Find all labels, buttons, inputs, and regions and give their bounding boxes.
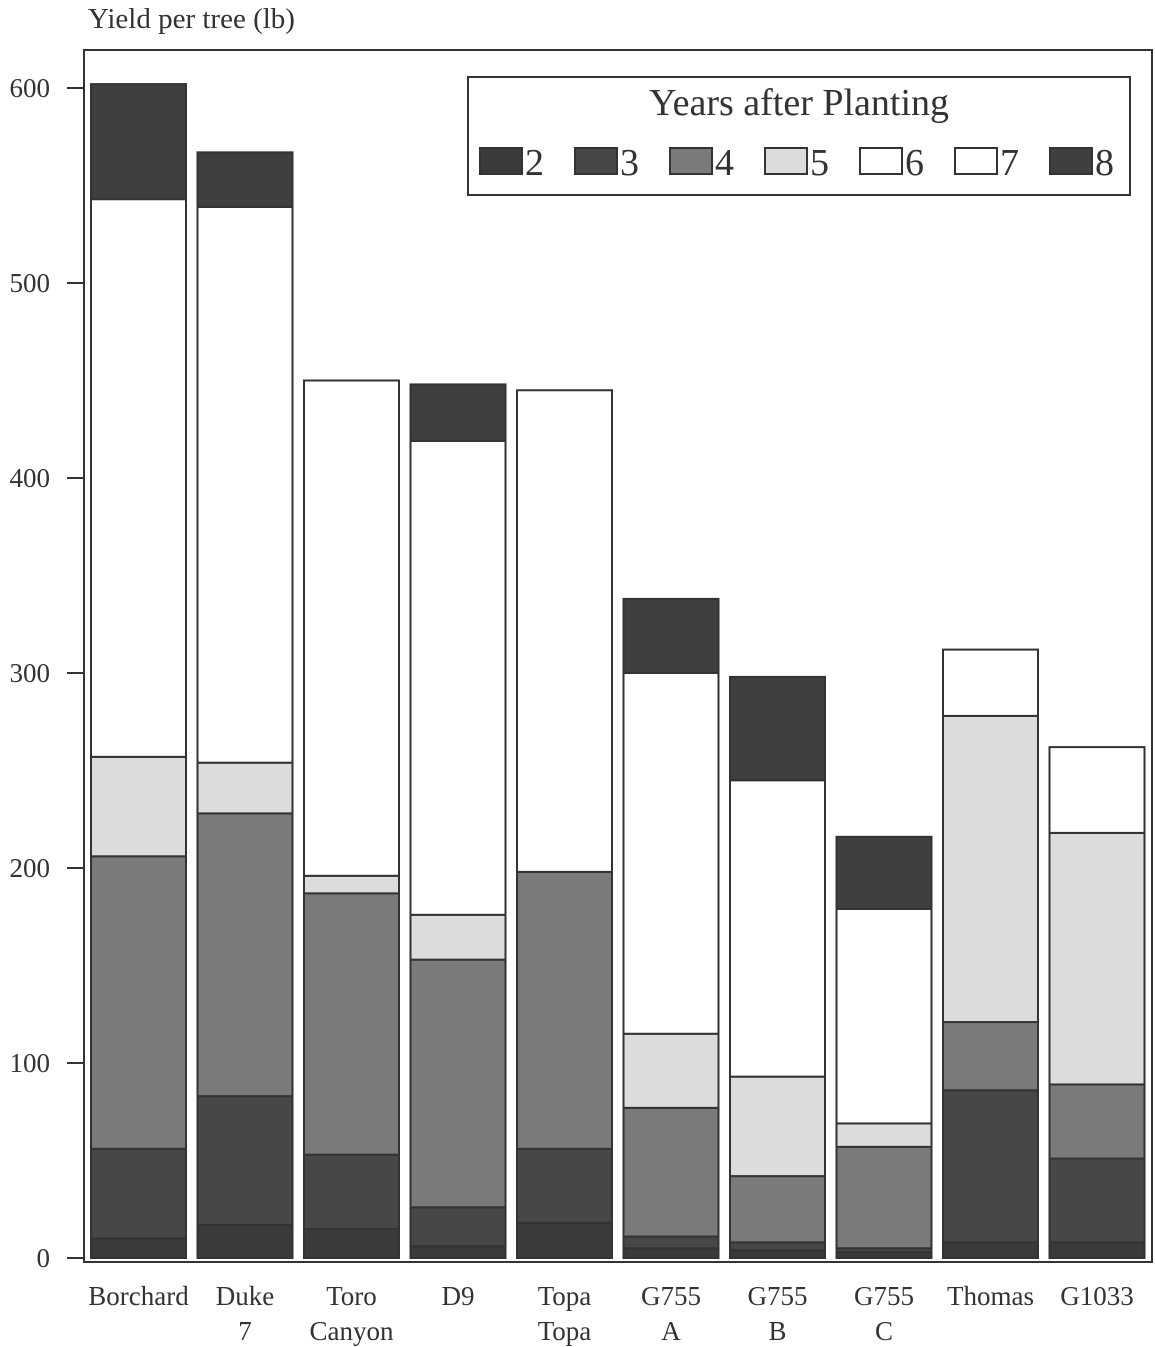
bar-segment-year-2 bbox=[196, 1223, 294, 1259]
bar-segment-year-8 bbox=[409, 383, 507, 442]
bar-segment-year-4 bbox=[409, 958, 507, 1209]
x-category-label: Borchard bbox=[88, 1281, 189, 1311]
bar-segment-year-4 bbox=[90, 855, 187, 1150]
x-category-label: G755 bbox=[641, 1281, 701, 1311]
legend-label-year-3: 3 bbox=[620, 142, 639, 184]
bar-segment-year-3 bbox=[516, 1147, 613, 1224]
y-tick-label: 200 bbox=[10, 853, 51, 883]
bar-segment-year-2 bbox=[622, 1247, 720, 1259]
bar-segment-year-3 bbox=[622, 1235, 720, 1250]
bar-segment-year-6 bbox=[622, 672, 720, 1035]
bar-segment-year-5 bbox=[196, 761, 294, 815]
bar-segment-year-3 bbox=[729, 1241, 826, 1252]
legend-swatch-year-2 bbox=[479, 147, 523, 175]
x-category-label: G755 bbox=[854, 1281, 914, 1311]
bar-segment-year-3 bbox=[942, 1089, 1039, 1244]
y-axis-label: Yield per tree (lb) bbox=[88, 3, 295, 35]
bar-segment-year-5 bbox=[622, 1032, 720, 1109]
legend-swatch-year-7 bbox=[954, 147, 998, 175]
x-category-label: Duke bbox=[216, 1281, 274, 1311]
bar-segment-year-8 bbox=[90, 83, 187, 201]
bar-segment-year-4 bbox=[622, 1106, 720, 1238]
legend-label-year-8: 8 bbox=[1095, 142, 1114, 184]
y-tick-label: 500 bbox=[10, 268, 51, 298]
bar-segment-year-2 bbox=[409, 1245, 507, 1260]
bar-segment-year-4 bbox=[1048, 1083, 1146, 1160]
bar-segment-year-5 bbox=[90, 755, 187, 858]
x-category-label: Thomas bbox=[947, 1281, 1034, 1311]
bar-segment-year-3 bbox=[196, 1095, 294, 1226]
bar-segment-year-4 bbox=[729, 1175, 826, 1244]
x-category-label: 7 bbox=[238, 1316, 252, 1346]
bar-segment-year-2 bbox=[1048, 1241, 1146, 1260]
bar-segment-year-2 bbox=[90, 1237, 187, 1259]
x-category-label: Topa bbox=[538, 1316, 592, 1346]
legend-label-year-2: 2 bbox=[525, 142, 544, 184]
x-category-label: B bbox=[768, 1316, 786, 1346]
bar-segment-year-8 bbox=[835, 835, 933, 910]
bar-segment-year-3 bbox=[303, 1153, 400, 1230]
x-category-label: D9 bbox=[442, 1281, 475, 1311]
bar-segment-year-6 bbox=[516, 389, 613, 873]
bar-segment-year-6 bbox=[409, 439, 507, 916]
legend-label-year-5: 5 bbox=[810, 142, 829, 184]
legend-title: Years after Planting bbox=[649, 82, 949, 124]
bar-segment-year-4 bbox=[196, 812, 294, 1098]
bar-segment-year-6 bbox=[835, 907, 933, 1125]
plot-frame bbox=[83, 49, 1153, 1263]
x-category-label: Toro bbox=[326, 1281, 377, 1311]
bar-segment-year-5 bbox=[729, 1075, 826, 1178]
bar-segment-year-8 bbox=[196, 151, 294, 208]
x-category-label: Canyon bbox=[310, 1316, 394, 1346]
bar-segment-year-4 bbox=[303, 892, 400, 1156]
legend-label-year-7: 7 bbox=[1000, 142, 1019, 184]
bar-segment-year-2 bbox=[303, 1227, 400, 1259]
bar-segment-year-3 bbox=[90, 1147, 187, 1240]
x-category-label: C bbox=[875, 1316, 893, 1346]
bar-segment-year-3 bbox=[409, 1206, 507, 1248]
legend-swatch-year-8 bbox=[1049, 147, 1093, 175]
legend-swatch-year-6 bbox=[859, 147, 903, 175]
legend: Years after Planting 2 3 4 5 6 7 8 bbox=[467, 76, 1131, 196]
legend-swatch-year-5 bbox=[764, 147, 808, 175]
bar-segment-year-5 bbox=[303, 874, 400, 895]
legend-swatch-year-3 bbox=[574, 147, 618, 175]
bar-segment-year-4 bbox=[516, 870, 613, 1150]
bar-segment-year-2 bbox=[942, 1241, 1039, 1260]
bar-segment-year-6 bbox=[729, 779, 826, 1078]
bar-segment-year-6 bbox=[1048, 746, 1146, 834]
y-tick-label: 600 bbox=[10, 73, 51, 103]
bar-segment-year-6 bbox=[303, 379, 400, 877]
bar-segment-year-3 bbox=[1048, 1157, 1146, 1244]
bar-segment-year-6 bbox=[942, 648, 1039, 717]
legend-swatch-year-4 bbox=[669, 147, 713, 175]
bar-segment-year-5 bbox=[835, 1122, 933, 1148]
y-tick-label: 0 bbox=[37, 1243, 51, 1273]
bar-segment-year-8 bbox=[729, 675, 826, 782]
bar-segment-year-5 bbox=[942, 714, 1039, 1024]
bar-segment-year-5 bbox=[1048, 831, 1146, 1086]
y-tick-label: 100 bbox=[10, 1048, 51, 1078]
x-category-label: G1033 bbox=[1060, 1281, 1134, 1311]
x-category-label: A bbox=[661, 1316, 681, 1346]
legend-box bbox=[467, 76, 1131, 196]
bar-segment-year-4 bbox=[942, 1021, 1039, 1092]
x-category-label: Topa bbox=[538, 1281, 592, 1311]
bar-segment-year-6 bbox=[196, 205, 294, 764]
y-tick-label: 300 bbox=[10, 658, 51, 688]
bar-segment-year-5 bbox=[409, 913, 507, 961]
legend-label-year-6: 6 bbox=[905, 142, 924, 184]
legend-label-year-4: 4 bbox=[715, 142, 734, 184]
bar-segment-year-4 bbox=[835, 1145, 933, 1250]
y-tick-label: 400 bbox=[10, 463, 51, 493]
bar-segment-year-2 bbox=[516, 1221, 613, 1260]
bar-segment-year-2 bbox=[729, 1249, 826, 1259]
x-category-label: G755 bbox=[748, 1281, 808, 1311]
bar-segment-year-6 bbox=[90, 198, 187, 758]
bar-segment-year-8 bbox=[622, 597, 720, 675]
